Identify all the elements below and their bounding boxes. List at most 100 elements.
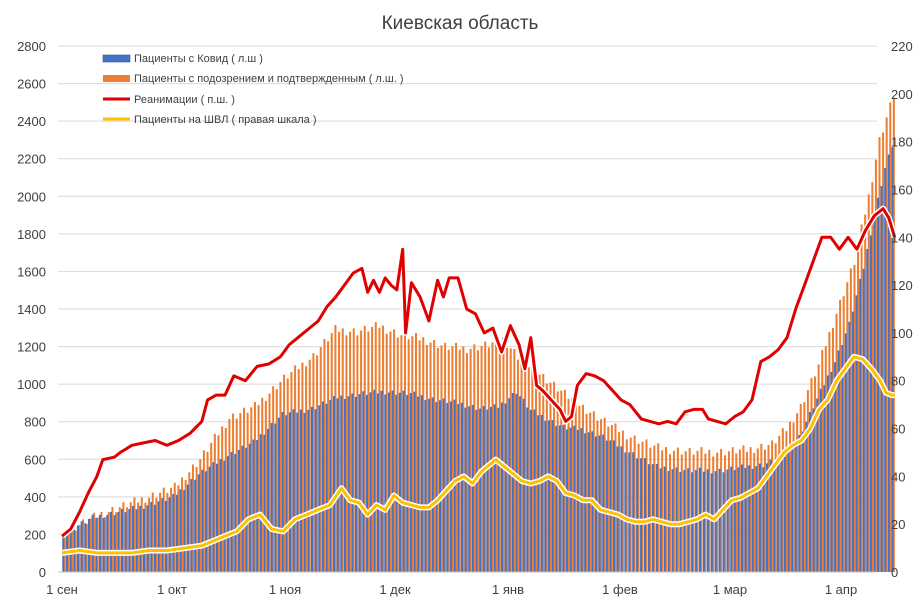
bar-suspected <box>806 390 809 572</box>
bar-suspected <box>589 412 592 572</box>
bar-covid <box>823 385 826 572</box>
line-icu <box>61 207 897 538</box>
bar-suspected <box>371 326 374 572</box>
bar-suspected <box>567 398 570 572</box>
right-tick-label: 200 <box>891 87 913 102</box>
bar-covid <box>562 425 565 572</box>
left-tick-label: 600 <box>24 452 46 467</box>
right-tick-label: 80 <box>891 374 905 389</box>
bar-covid <box>482 405 485 572</box>
bar-covid <box>329 399 332 572</box>
bar-suspected <box>578 405 581 572</box>
bar-suspected <box>653 445 656 572</box>
bar-suspected <box>286 378 289 572</box>
bar-suspected <box>440 345 443 572</box>
bar-covid <box>710 473 713 572</box>
bar-suspected <box>484 341 487 572</box>
bar-suspected <box>637 443 640 572</box>
bar-covid <box>332 396 335 572</box>
bar-suspected <box>301 362 304 572</box>
bar-suspected <box>817 364 820 572</box>
bar-covid <box>124 512 127 572</box>
bar-covid <box>343 399 346 572</box>
right-tick-label: 180 <box>891 135 913 150</box>
bar-covid <box>848 321 851 572</box>
bar-suspected <box>334 324 337 572</box>
bar-suspected <box>821 350 824 572</box>
bar-covid <box>164 500 167 572</box>
bar-covid <box>314 409 317 572</box>
bar-covid <box>259 434 262 572</box>
bar-suspected <box>785 431 788 572</box>
bar-covid <box>702 471 705 572</box>
bar-suspected <box>111 507 114 572</box>
bar-covid <box>783 456 786 572</box>
bar-suspected <box>563 389 566 572</box>
right-tick-label: 60 <box>891 422 905 437</box>
bar-suspected <box>625 439 628 572</box>
bar-covid <box>497 407 500 572</box>
bar-suspected <box>349 331 352 572</box>
bar-covid <box>336 398 339 572</box>
bar-covid <box>526 407 529 572</box>
bar-suspected <box>170 487 173 572</box>
bar-covid <box>237 449 240 572</box>
bar-covid <box>722 472 725 572</box>
bar-suspected <box>462 346 465 572</box>
bar-covid <box>640 458 643 572</box>
bar-suspected <box>574 396 577 572</box>
bar-covid <box>862 268 865 572</box>
bar-covid <box>500 402 503 572</box>
bar-suspected <box>213 433 216 572</box>
bar-suspected <box>418 340 421 572</box>
bar-covid <box>135 509 138 572</box>
left-tick-label: 1200 <box>17 340 46 355</box>
bar-suspected <box>404 332 407 572</box>
bar-covid <box>267 428 270 572</box>
bar-suspected <box>506 347 509 572</box>
bar-suspected <box>871 182 874 573</box>
bar-suspected <box>684 451 687 572</box>
bar-covid <box>471 404 474 572</box>
bar-suspected <box>378 327 381 572</box>
bar-covid <box>428 398 431 572</box>
x-tick-label: 1 апр <box>825 582 857 597</box>
bar-suspected <box>771 440 774 572</box>
bar-covid <box>417 396 420 572</box>
bar-covid <box>226 456 229 572</box>
bar-covid <box>270 423 273 572</box>
bar-suspected <box>692 454 695 572</box>
bar-covid <box>855 295 858 572</box>
bar-covid <box>891 147 894 572</box>
bar-covid <box>515 393 518 572</box>
bar-suspected <box>781 428 784 572</box>
right-tick-label: 120 <box>891 278 913 293</box>
bar-covid <box>805 421 808 572</box>
right-tick-label: 220 <box>891 39 913 54</box>
bar-suspected <box>206 451 209 572</box>
line-ventilator <box>61 355 895 555</box>
bar-suspected <box>159 492 162 572</box>
left-tick-label: 1000 <box>17 377 46 392</box>
bar-covid <box>113 515 116 572</box>
bar-suspected <box>297 369 300 572</box>
bar-covid <box>819 388 822 572</box>
bar-suspected <box>885 117 888 572</box>
bar-covid <box>420 395 423 572</box>
bar-covid <box>624 452 627 572</box>
bar-suspected <box>257 405 260 572</box>
bar-suspected <box>487 347 490 572</box>
bar-covid <box>146 505 149 572</box>
left-tick-label: 0 <box>39 565 46 580</box>
bar-suspected <box>341 328 344 572</box>
bar-suspected <box>360 330 363 572</box>
bar-covid <box>347 396 350 572</box>
bar-covid <box>609 440 612 572</box>
bar-covid <box>442 398 445 572</box>
bar-suspected <box>352 328 355 572</box>
bar-suspected <box>279 382 282 572</box>
bar-suspected <box>104 517 107 572</box>
bar-covid <box>373 389 376 572</box>
bar-suspected <box>610 425 613 572</box>
bar-covid <box>358 394 361 572</box>
